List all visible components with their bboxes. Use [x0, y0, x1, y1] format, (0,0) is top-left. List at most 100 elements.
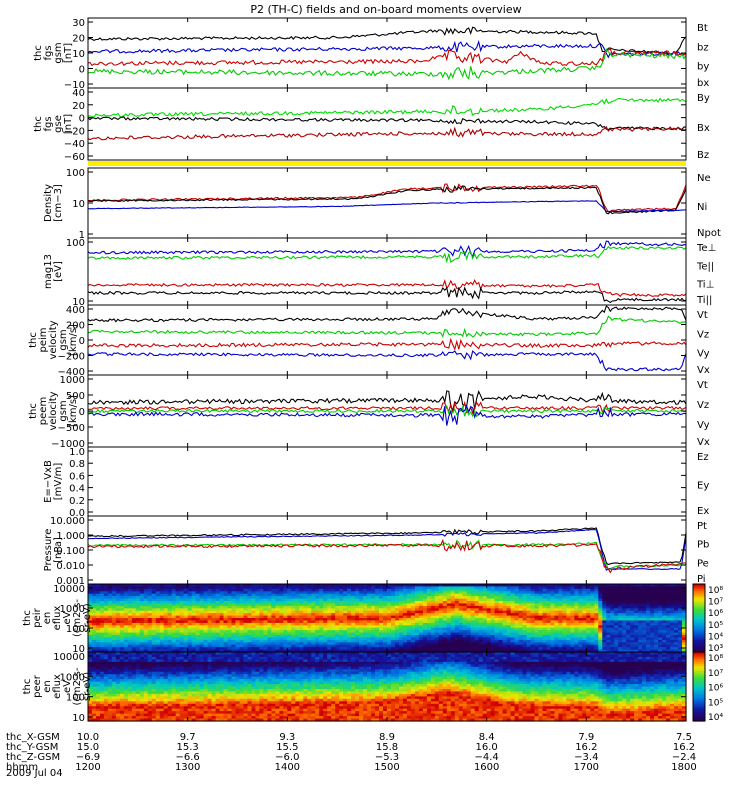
spectrogram-cell — [534, 605, 540, 609]
spectrogram-cell — [111, 649, 117, 653]
spectrogram-cell — [367, 630, 372, 634]
spectrogram-cell — [127, 679, 133, 683]
spectrogram-cell — [602, 635, 607, 638]
spectrogram-cell — [279, 627, 284, 631]
spectrogram-cell — [391, 622, 396, 626]
spectrogram-cell — [239, 644, 245, 648]
spectrogram-cell — [526, 601, 532, 604]
spectrogram-cell — [502, 622, 508, 626]
spectrogram-cell — [223, 637, 229, 641]
spectrogram-cell — [371, 613, 376, 617]
spectrogram-cell — [147, 635, 153, 638]
legend-vy: Vy — [697, 349, 710, 360]
spectrogram-cell — [92, 647, 97, 651]
spectrogram-cell — [606, 613, 611, 617]
spectrogram-cell — [227, 647, 233, 651]
spectrogram-cell — [315, 613, 320, 617]
spectrogram-cell — [103, 603, 109, 607]
spectrogram-cell — [359, 593, 364, 597]
spectrogram-cell — [618, 644, 623, 648]
spectrogram-cell — [590, 584, 595, 587]
spectrogram-cell — [343, 584, 348, 587]
spectrogram-cell — [570, 647, 575, 651]
spectrogram-cell — [610, 608, 615, 612]
spectrogram-cell — [115, 698, 121, 702]
spectrogram-cell — [335, 649, 340, 653]
spectrogram-cell — [227, 618, 233, 621]
spectrogram-cell — [582, 608, 587, 612]
spectrogram-cell — [614, 627, 619, 631]
spectrogram-cell — [383, 610, 388, 614]
spectrogram-cell — [92, 656, 97, 660]
spectrogram-cell — [550, 596, 556, 600]
spectrogram-cell — [426, 627, 432, 631]
spectrogram-cell — [554, 596, 559, 600]
spectrogram-cell — [586, 625, 591, 629]
spectrogram-cell — [131, 591, 137, 595]
spectrogram-cell — [506, 615, 512, 619]
spectrogram-cell — [430, 625, 436, 629]
spectrogram-cell — [490, 613, 496, 617]
spectrogram-cell — [139, 642, 145, 646]
spectrogram-cell — [526, 644, 532, 648]
spectrogram-cell — [119, 615, 125, 619]
spectrogram-cell — [303, 591, 308, 595]
spectrogram-cell — [666, 615, 671, 619]
spectrogram-cell — [586, 620, 591, 624]
spectrogram-cell — [92, 686, 97, 690]
spectrogram-cell — [311, 588, 316, 592]
spectrogram-cell — [450, 613, 456, 617]
spectrogram-cell — [131, 603, 137, 607]
spectrogram-cell — [638, 605, 643, 609]
spectrogram-cell — [115, 686, 121, 690]
spectrogram-cell — [183, 588, 189, 592]
spectrogram-cell — [522, 603, 528, 607]
spectrogram-cell — [454, 615, 460, 619]
spectrogram-cell — [434, 610, 440, 614]
spectrogram-cell — [131, 698, 137, 702]
spectrogram-cell — [558, 637, 563, 641]
spectrogram-cell — [303, 603, 308, 607]
spectrogram-cell — [211, 586, 217, 590]
spectrogram-cell — [371, 630, 376, 634]
spectrogram-cell — [155, 613, 161, 617]
spectrogram-cell — [115, 630, 121, 634]
spectrogram-cell — [351, 588, 356, 592]
spectrogram-cell — [450, 610, 456, 614]
spectrogram-cell — [119, 706, 125, 710]
spectrogram-cell — [410, 608, 416, 612]
spectrogram-cell — [92, 689, 97, 693]
spectrogram-cell — [446, 639, 452, 643]
spectrogram-cell — [263, 627, 268, 631]
spectrogram-cell — [610, 647, 615, 651]
spectrogram-cell — [331, 637, 336, 641]
spectrogram-cell — [96, 701, 101, 705]
spectrogram-cell — [367, 588, 372, 592]
spectrogram-cell — [506, 593, 512, 597]
spectrogram-cell — [96, 716, 101, 720]
spectrogram-cell — [159, 647, 165, 651]
spectrogram-cell — [215, 644, 221, 648]
panel-p6: 10005000−500−1000thcpeemvelocitygsm[km/s… — [28, 374, 710, 450]
spectrogram-cell — [514, 613, 520, 617]
spectrogram-cell — [343, 635, 348, 638]
spectrogram-cell — [239, 635, 245, 638]
spectrogram-cell — [227, 601, 233, 604]
spectrogram-cell — [363, 627, 368, 631]
spectrogram-cell — [574, 632, 579, 636]
spectrogram-cell — [618, 603, 623, 607]
spectrogram-cell — [207, 649, 213, 653]
spectrogram-cell — [586, 644, 591, 648]
spectrogram-cell — [666, 596, 671, 600]
spectrogram-cell — [558, 632, 563, 636]
spectrogram-cell — [542, 601, 548, 604]
ni-line — [87, 184, 687, 215]
spectrogram-cell — [634, 608, 639, 612]
spectrogram-cell — [638, 603, 643, 607]
spectrogram-cell — [163, 622, 169, 626]
spectrogram-cell — [430, 613, 436, 617]
spectrogram-cell — [642, 647, 647, 651]
colorbar-label: 10⁷ — [708, 598, 723, 608]
spectrogram-cell — [259, 584, 264, 587]
spectrogram-cell — [299, 591, 304, 595]
